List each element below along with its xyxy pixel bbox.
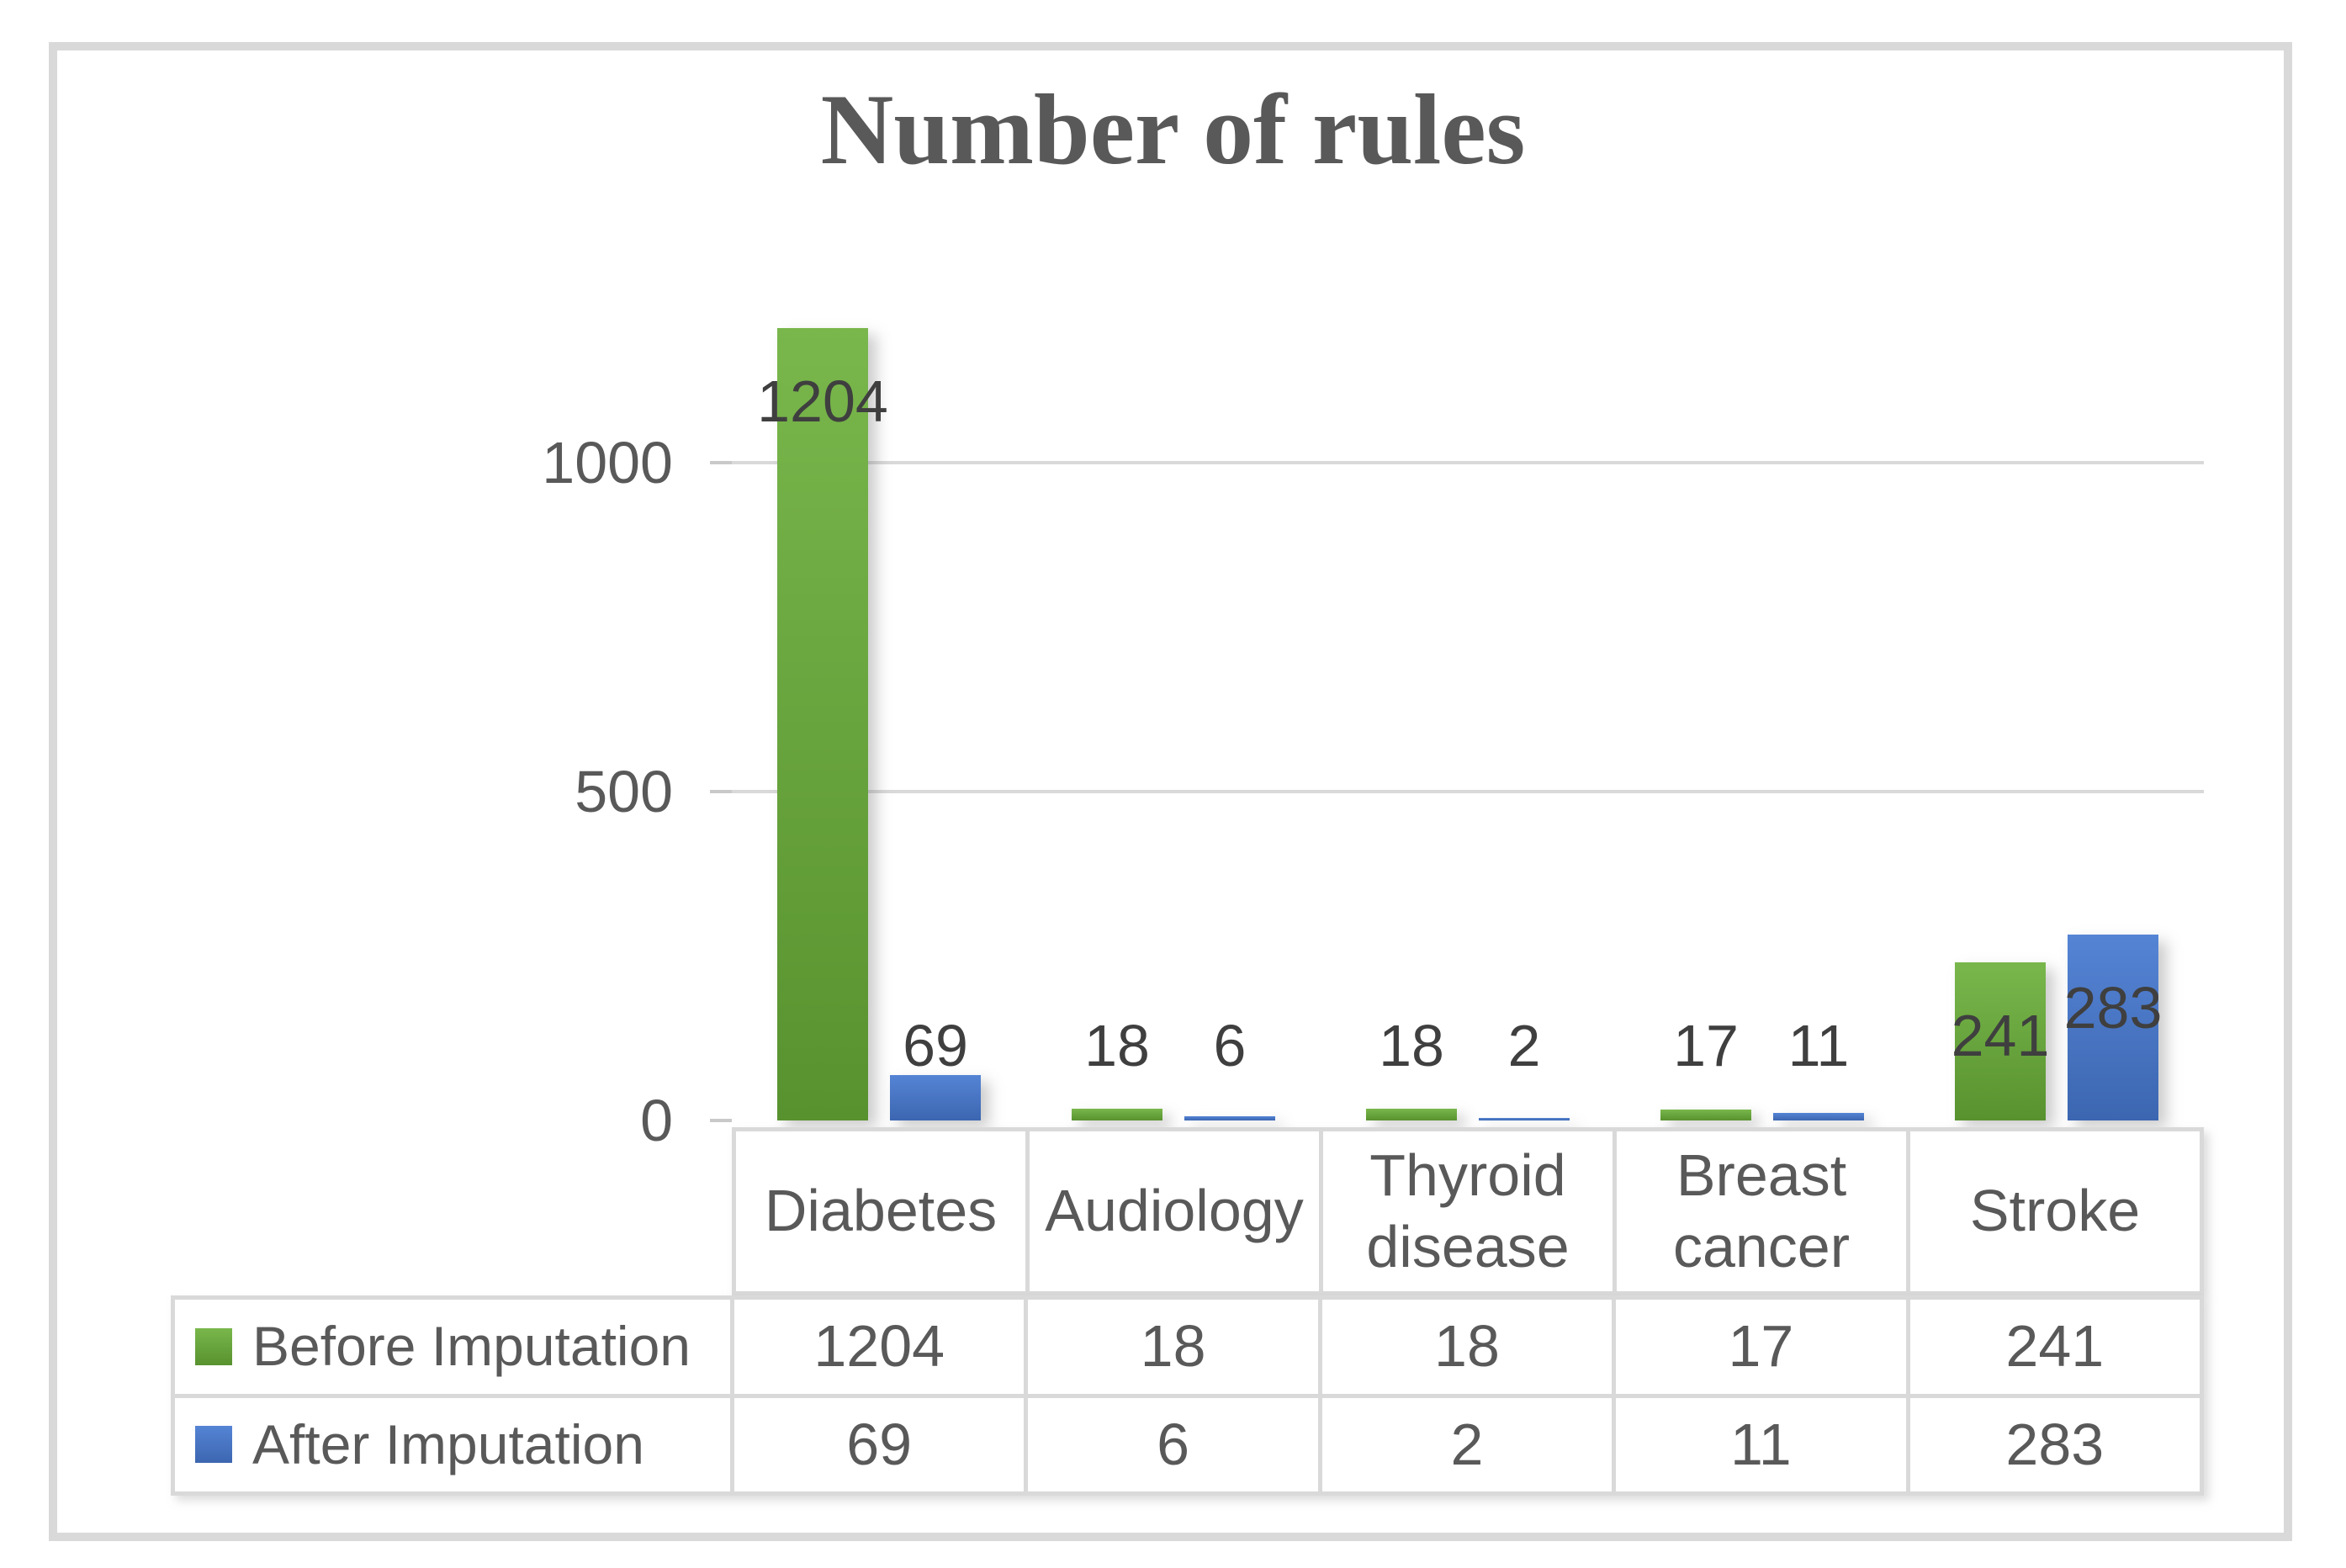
data-label: 17 bbox=[1673, 1013, 1739, 1078]
data-label: 69 bbox=[903, 1013, 968, 1078]
data-table: Before Imputation 1204 18 18 17 241 Afte… bbox=[171, 1295, 2204, 1496]
bar-after-imputation-stroke bbox=[2068, 935, 2158, 1120]
bar-before-imputation-stroke bbox=[1955, 962, 2046, 1120]
table-value: 69 bbox=[734, 1397, 1025, 1491]
before-imputation-swatch-icon bbox=[195, 1327, 232, 1365]
data-label: 1204 bbox=[757, 368, 888, 434]
y-gridline bbox=[732, 790, 2204, 793]
y-axis-tick bbox=[710, 461, 732, 464]
category-header: Audiology bbox=[1030, 1131, 1319, 1291]
data-label: 283 bbox=[2063, 975, 2163, 1041]
category-header: Stroke bbox=[1910, 1131, 2200, 1291]
legend-label: Before Imputation bbox=[252, 1315, 691, 1378]
bar-after-imputation-thyroid-disease bbox=[1479, 1118, 1570, 1120]
table-value: 283 bbox=[1909, 1397, 2200, 1491]
data-label: 11 bbox=[1787, 1013, 1850, 1078]
y-axis-label: 1000 bbox=[542, 430, 673, 495]
table-value: 18 bbox=[1321, 1300, 1613, 1394]
table-value: 1204 bbox=[734, 1300, 1025, 1394]
data-label: 6 bbox=[1213, 1013, 1247, 1078]
bar-after-imputation-audiology bbox=[1184, 1116, 1275, 1120]
y-axis-tick bbox=[710, 790, 732, 793]
table-value: 2 bbox=[1321, 1397, 1613, 1491]
y-gridline bbox=[732, 461, 2204, 464]
category-header: Diabetes bbox=[736, 1131, 1025, 1291]
data-label: 18 bbox=[1379, 1013, 1444, 1078]
table-value: 18 bbox=[1028, 1300, 1318, 1394]
data-label: 2 bbox=[1507, 1013, 1541, 1078]
bar-after-imputation-diabetes bbox=[890, 1075, 981, 1120]
data-label: 241 bbox=[1951, 1003, 2050, 1068]
legend-label: After Imputation bbox=[252, 1412, 644, 1475]
data-label: 18 bbox=[1084, 1013, 1150, 1078]
after-imputation-swatch-icon bbox=[195, 1426, 232, 1464]
bar-before-imputation-audiology bbox=[1072, 1109, 1162, 1120]
bar-before-imputation-diabetes bbox=[777, 328, 868, 1120]
bar-before-imputation-thyroid-disease bbox=[1366, 1109, 1457, 1120]
legend-item-after-imputation: After Imputation bbox=[175, 1397, 730, 1491]
table-value: 17 bbox=[1616, 1300, 1906, 1394]
bar-after-imputation-breast-cancer bbox=[1773, 1113, 1864, 1120]
y-axis-tick bbox=[710, 1119, 732, 1122]
category-header: Breast cancer bbox=[1617, 1131, 1906, 1291]
table-value: 11 bbox=[1616, 1397, 1906, 1491]
chart-title: Number of rules bbox=[820, 73, 1526, 185]
bar-before-imputation-breast-cancer bbox=[1660, 1110, 1751, 1120]
table-value: 241 bbox=[1909, 1300, 2200, 1394]
y-axis-label: 500 bbox=[575, 759, 673, 824]
y-axis-label: 0 bbox=[640, 1088, 673, 1153]
category-header-row: Diabetes Audiology Thyroid disease Breas… bbox=[732, 1127, 2204, 1295]
table-value: 6 bbox=[1028, 1397, 1318, 1491]
category-header: Thyroid disease bbox=[1323, 1131, 1613, 1291]
legend-item-before-imputation: Before Imputation bbox=[175, 1300, 730, 1394]
